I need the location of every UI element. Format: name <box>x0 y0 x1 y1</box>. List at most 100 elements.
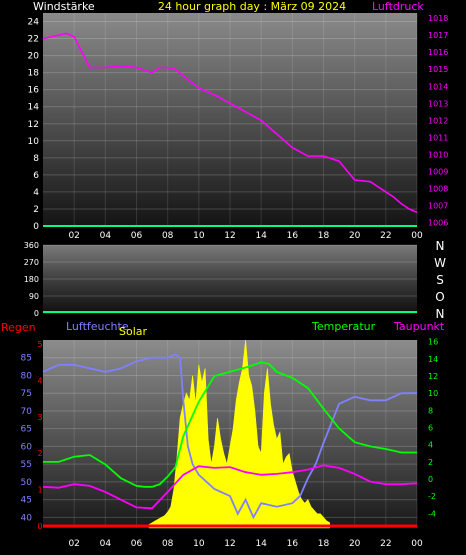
climate-time-tick-label: 00 <box>411 539 423 549</box>
climate-time-tick-label: 02 <box>68 539 79 549</box>
pressure-tick-label: 1013 <box>428 99 448 108</box>
pressure-tick-label: 1009 <box>428 167 448 176</box>
chart-title: 24 hour graph day : März 09 2024 <box>158 0 346 13</box>
temperature-axis-label: Temperatur <box>311 320 376 333</box>
dewpoint-series-line <box>42 464 418 510</box>
pressure-time-tick-label: 08 <box>162 231 174 241</box>
humidity-tick-label: 45 <box>21 496 32 506</box>
wind-speed-tick-label: 16 <box>28 86 40 96</box>
rain-axis-label: Regen <box>1 321 36 334</box>
temperature-tick-label: -2 <box>428 492 436 501</box>
temperature-tick-label: 12 <box>428 372 438 381</box>
climate-time-tick-label: 20 <box>349 539 361 549</box>
solar-area <box>148 339 330 529</box>
humidity-axis-label: Luftfeuchte <box>66 320 129 333</box>
wind-speed-tick-label: 20 <box>28 52 40 62</box>
humidity-tick-label: 75 <box>21 389 32 399</box>
compass-label: W <box>434 256 446 270</box>
pressure-tick-label: 1007 <box>428 202 448 211</box>
pressure-time-tick-label: 06 <box>131 231 143 241</box>
compass-label: O <box>435 290 444 304</box>
pressure-tick-label: 1016 <box>428 48 448 57</box>
climate-time-tick-label: 14 <box>255 539 267 549</box>
wind-speed-tick-label: 4 <box>33 188 39 198</box>
pressure-time-tick-label: 00 <box>411 231 423 241</box>
pressure-time-tick-label: 14 <box>255 231 267 241</box>
wind-speed-tick-label: 6 <box>33 171 39 181</box>
compass-label: N <box>436 239 445 253</box>
temperature-tick-label: 16 <box>428 338 438 347</box>
pressure-tick-label: 1014 <box>428 82 448 91</box>
wind-speed-tick-label: 10 <box>28 137 40 147</box>
wind-speed-tick-label: 2 <box>33 205 39 215</box>
climate-time-tick-label: 12 <box>224 539 235 549</box>
climate-time-tick-label: 08 <box>162 539 174 549</box>
compass-label: N <box>436 307 445 321</box>
temperature-tick-label: 10 <box>428 389 438 398</box>
humidity-tick-label: 50 <box>21 478 33 488</box>
direction-tick-label: 90 <box>29 292 39 301</box>
wind-speed-tick-label: 24 <box>28 18 40 28</box>
temperature-tick-label: 4 <box>428 441 433 450</box>
pressure-grid <box>43 13 418 227</box>
pressure-time-tick-label: 22 <box>380 231 391 241</box>
pressure-tick-label: 1010 <box>428 150 448 159</box>
temperature-tick-label: 6 <box>428 424 433 433</box>
pressure-time-tick-label: 12 <box>224 231 235 241</box>
rain-tick-label: 2 <box>37 449 42 458</box>
pressure-plot-area <box>43 13 417 226</box>
rain-tick-label: 4 <box>37 376 42 385</box>
temperature-tick-label: -4 <box>428 509 436 518</box>
direction-tick-label: 0 <box>34 309 39 318</box>
pressure-time-tick-label: 20 <box>349 231 361 241</box>
humidity-tick-label: 40 <box>21 513 33 523</box>
dewpoint-axis-label: Taupunkt <box>393 320 445 333</box>
wind-speed-tick-label: 12 <box>28 120 39 130</box>
wind-speed-tick-label: 0 <box>33 222 39 232</box>
pressure-time-tick-label: 02 <box>68 231 79 241</box>
humidity-tick-label: 55 <box>21 460 32 470</box>
climate-time-tick-label: 18 <box>318 539 330 549</box>
direction-plot-area <box>43 245 417 313</box>
wind-speed-tick-label: 8 <box>33 154 39 164</box>
climate-time-tick-label: 04 <box>100 539 112 549</box>
rain-tick-label: 1 <box>37 486 42 495</box>
climate-time-tick-label: 16 <box>287 539 299 549</box>
direction-tick-label: 180 <box>24 275 39 284</box>
pressure-tick-label: 1012 <box>428 116 448 125</box>
climate-series-layer <box>42 339 418 529</box>
pressure-tick-label: 1015 <box>428 65 448 74</box>
wind-speed-tick-label: 14 <box>28 103 40 113</box>
pressure-time-tick-label: 18 <box>318 231 330 241</box>
direction-tick-label: 360 <box>24 241 39 250</box>
temperature-tick-label: 14 <box>428 355 438 364</box>
solar-axis-label: Solar <box>119 325 148 338</box>
wind-speed-tick-label: 22 <box>28 35 39 45</box>
humidity-tick-label: 60 <box>21 442 33 452</box>
temperature-tick-label: 0 <box>428 475 433 484</box>
humidity-tick-label: 70 <box>21 407 33 417</box>
pressure-time-tick-label: 10 <box>193 231 205 241</box>
climate-time-tick-label: 22 <box>380 539 391 549</box>
humidity-series-line <box>42 353 417 520</box>
climate-time-tick-label: 06 <box>131 539 143 549</box>
humidity-tick-label: 80 <box>21 371 33 381</box>
rain-tick-label: 5 <box>37 340 42 349</box>
pressure-axis-label: Luftdruck <box>372 0 424 13</box>
compass-label: S <box>436 273 444 287</box>
pressure-series-layer <box>42 32 418 227</box>
rain-tick-label: 0 <box>37 522 42 531</box>
pressure-time-tick-label: 04 <box>100 231 112 241</box>
wind-speed-axis-label: Windstärke <box>33 0 95 13</box>
pressure-tick-label: 1008 <box>428 185 448 194</box>
humidity-tick-label: 65 <box>21 425 32 435</box>
pressure-tick-label: 1018 <box>428 14 448 23</box>
direction-tick-label: 270 <box>24 258 39 267</box>
temperature-tick-label: 2 <box>428 458 433 467</box>
temperature-series-line <box>43 361 417 488</box>
pressure-tick-label: 1011 <box>428 133 448 142</box>
rain-tick-label: 3 <box>37 413 42 422</box>
pressure-tick-label: 1017 <box>428 31 448 40</box>
temperature-tick-label: 8 <box>428 406 433 415</box>
